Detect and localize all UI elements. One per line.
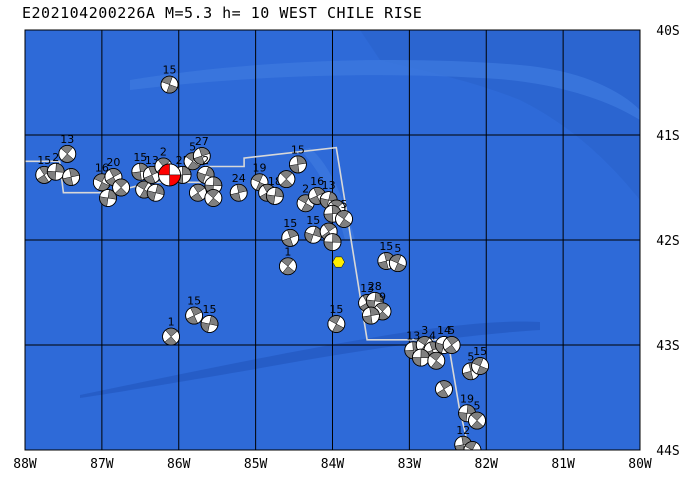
mechanism-label: 12 [456, 424, 470, 437]
focal-mechanism [323, 233, 342, 252]
focal-mechanism [62, 168, 81, 186]
mechanism-label: 15 [379, 240, 393, 253]
mechanism-label: 4 [429, 329, 436, 342]
focal-mechanism [471, 357, 490, 375]
ridge-highlight [130, 60, 640, 120]
focal-mechanism [277, 170, 296, 189]
mechanism-label: 15 [473, 345, 487, 358]
mechanism-label: 2 [52, 151, 59, 164]
mechanism-label: 3 [421, 324, 428, 337]
focal-mechanism [189, 183, 207, 202]
mechanism-label: 24 [232, 172, 246, 185]
focal-mechanism [327, 315, 346, 333]
mechanism-label: 28 [368, 280, 382, 293]
focal-mechanism [281, 228, 300, 247]
longitude-label: 85W [244, 457, 268, 472]
focal-mechanism [427, 351, 446, 370]
mechanism-label: 1 [168, 316, 175, 329]
mechanism-label: 15 [187, 295, 201, 308]
plate-boundary-line [25, 146, 471, 450]
mechanism-label: 19 [252, 161, 266, 174]
epicenter-marker [332, 256, 345, 268]
mechanism-label: 13 [360, 282, 374, 295]
mechanism-label: 15 [306, 214, 320, 227]
mechanism-label: 15 [203, 303, 217, 316]
mechanism-label: 2 [160, 146, 167, 159]
mechanism-label: 5 [189, 140, 196, 153]
mechanism-label: 20 [106, 156, 120, 169]
focal-mechanism [435, 380, 453, 399]
longitude-label: 83W [398, 457, 422, 472]
mechanism-label: 15 [329, 303, 343, 316]
mechanism-label: 14 [437, 324, 451, 337]
mechanism-label: 16 [95, 161, 109, 174]
longitude-label: 87W [90, 457, 114, 472]
longitude-label: 81W [551, 457, 575, 472]
longitude-labels: 88W 87W 86W 85W 84W 83W 82W 81W 80W [13, 457, 652, 472]
focal-mechanism [204, 189, 223, 207]
latitude-label: 44S [656, 444, 679, 459]
mechanism-label: 2 [302, 182, 309, 195]
latitude-label: 40S [656, 24, 679, 39]
focal-mechanism [468, 411, 486, 430]
focal-mechanism [304, 225, 323, 244]
mechanism-label: 5 [474, 400, 481, 413]
mechanism-label: 13 [60, 133, 74, 146]
focal-mechanism [58, 144, 77, 163]
mechanism-label: 1 [284, 245, 291, 258]
focal-mechanism [279, 257, 297, 276]
focal-mechanism [146, 183, 165, 202]
main-event-mechanism [158, 163, 181, 187]
mechanism-label: 15 [291, 143, 305, 156]
focal-mechanism [335, 210, 353, 228]
map-frame [24, 29, 641, 451]
mechanism-label: 19 [460, 392, 474, 405]
focal-mechanism [463, 441, 482, 450]
bathymetry-shading [360, 30, 640, 200]
focal-mechanism [229, 183, 248, 202]
latitude-label: 41S [656, 129, 679, 144]
longitude-label: 80W [628, 457, 652, 472]
mechanism-label: 16 [310, 175, 324, 188]
mechanism-label: 27 [195, 135, 209, 148]
mechanism-label: 15 [283, 217, 297, 230]
focal-mechanism [388, 254, 407, 273]
focal-mechanism [160, 75, 179, 94]
mechanism-label: 15 [133, 151, 147, 164]
mechanism-label: 9 [379, 290, 386, 303]
focal-mechanism [46, 162, 65, 181]
focal-mechanism [185, 306, 204, 325]
mechanism-label: 5 [394, 242, 401, 255]
focal-mechanism [162, 327, 180, 346]
mechanism-label: 5 [467, 350, 474, 363]
focal-mechanism [289, 155, 307, 174]
mechanism-label: 15 [163, 64, 177, 77]
mechanism-label: 15 [37, 154, 51, 167]
longitude-label: 88W [13, 457, 37, 472]
latitude-labels: 40S 41S 42S 43S 44S [656, 24, 679, 459]
longitude-label: 84W [321, 457, 345, 472]
mechanism-label: 13 [406, 329, 420, 342]
latitude-label: 43S [656, 339, 679, 354]
mechanism-label: 2 [202, 154, 209, 167]
focal-mechanism [99, 189, 117, 207]
focal-mechanism [412, 348, 430, 367]
mechanism-label: 5 [448, 324, 455, 337]
longitude-label: 82W [475, 457, 499, 472]
map-title: E202104200226A M=5.3 h= 10 WEST CHILE RI… [22, 4, 423, 22]
focal-mechanism [112, 178, 130, 197]
focal-mechanism [265, 186, 284, 205]
focal-mechanism [362, 306, 380, 325]
focal-mechanism [192, 147, 211, 165]
mechanism-label: 13 [322, 179, 336, 192]
latitude-label: 42S [656, 234, 679, 249]
focal-mechanism [458, 404, 476, 423]
longitude-label: 86W [167, 457, 191, 472]
mechanism-label: 5 [341, 198, 348, 211]
focal-mechanism [442, 336, 461, 354]
focal-mechanism [200, 315, 219, 333]
